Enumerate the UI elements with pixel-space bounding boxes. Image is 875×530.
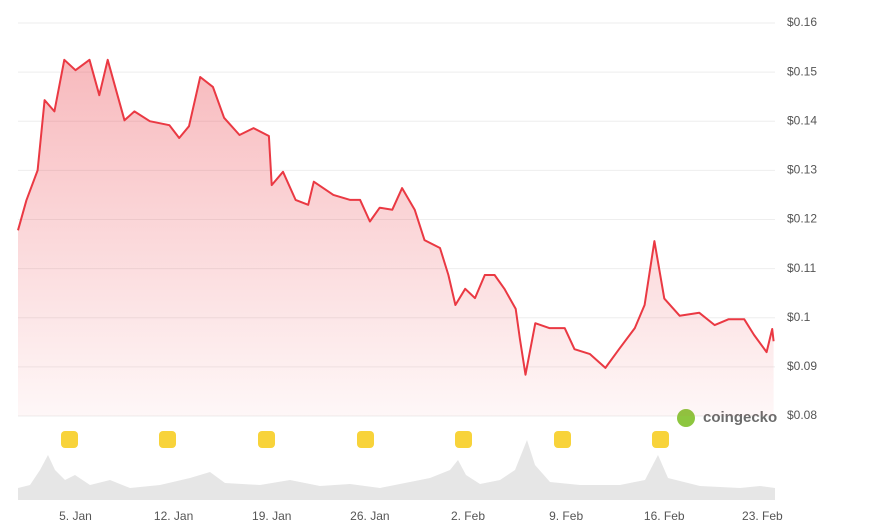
volume-area [18, 440, 775, 500]
y-tick-label: $0.15 [787, 64, 817, 78]
x-tick-label: 19. Jan [252, 509, 291, 523]
y-tick-label: $0.12 [787, 212, 817, 226]
area [18, 59, 774, 417]
x-tick-label: 26. Jan [350, 509, 389, 523]
event-icons [61, 431, 669, 448]
y-tick-label: $0.16 [787, 15, 817, 29]
y-tick-label: $0.09 [787, 359, 817, 373]
y-tick-label: $0.08 [787, 408, 817, 422]
y-tick-label: $0.11 [787, 261, 816, 275]
y-tick-label: $0.13 [787, 163, 817, 177]
price-line [17, 58, 775, 376]
x-tick-label: 2. Feb [451, 509, 485, 523]
x-tick-label: 9. Feb [549, 509, 583, 523]
x-tick-label: 16. Feb [644, 509, 685, 523]
x-tick-label: 23. Feb [742, 509, 783, 523]
y-tick-label: $0.1 [787, 310, 811, 324]
x-tick-label: 12. Jan [154, 509, 193, 523]
y-tick-label: $0.14 [787, 113, 817, 127]
x-tick-label: 5. Jan [59, 509, 92, 523]
